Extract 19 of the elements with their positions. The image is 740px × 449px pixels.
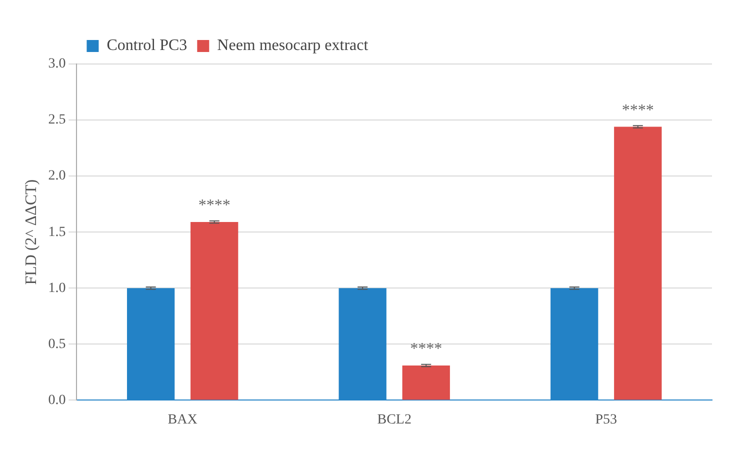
annotation: **** <box>410 340 442 358</box>
x-tick-label: P53 <box>595 412 618 428</box>
x-tick-label: BCL2 <box>377 412 412 428</box>
y-tick-label: 1.5 <box>48 224 66 240</box>
x-tick-label: BAX <box>168 412 198 428</box>
legend-label: Neem mesocarp extract <box>217 37 369 54</box>
y-tick-label: 3.0 <box>48 56 66 72</box>
bar <box>402 365 450 400</box>
y-axis-title: FLD (2^ ΔΔCT) <box>22 179 40 285</box>
legend-label: Control PC3 <box>106 37 188 54</box>
y-tick-label: 2.5 <box>48 112 66 128</box>
annotation: **** <box>622 102 654 119</box>
y-tick-label: 0.5 <box>48 336 66 352</box>
annotation: **** <box>198 197 230 214</box>
y-tick-label: 2.0 <box>48 168 66 184</box>
bar <box>614 126 662 400</box>
bar <box>190 222 238 400</box>
y-tick-label: 0.0 <box>48 392 66 408</box>
y-tick-label: 1.0 <box>48 280 66 296</box>
